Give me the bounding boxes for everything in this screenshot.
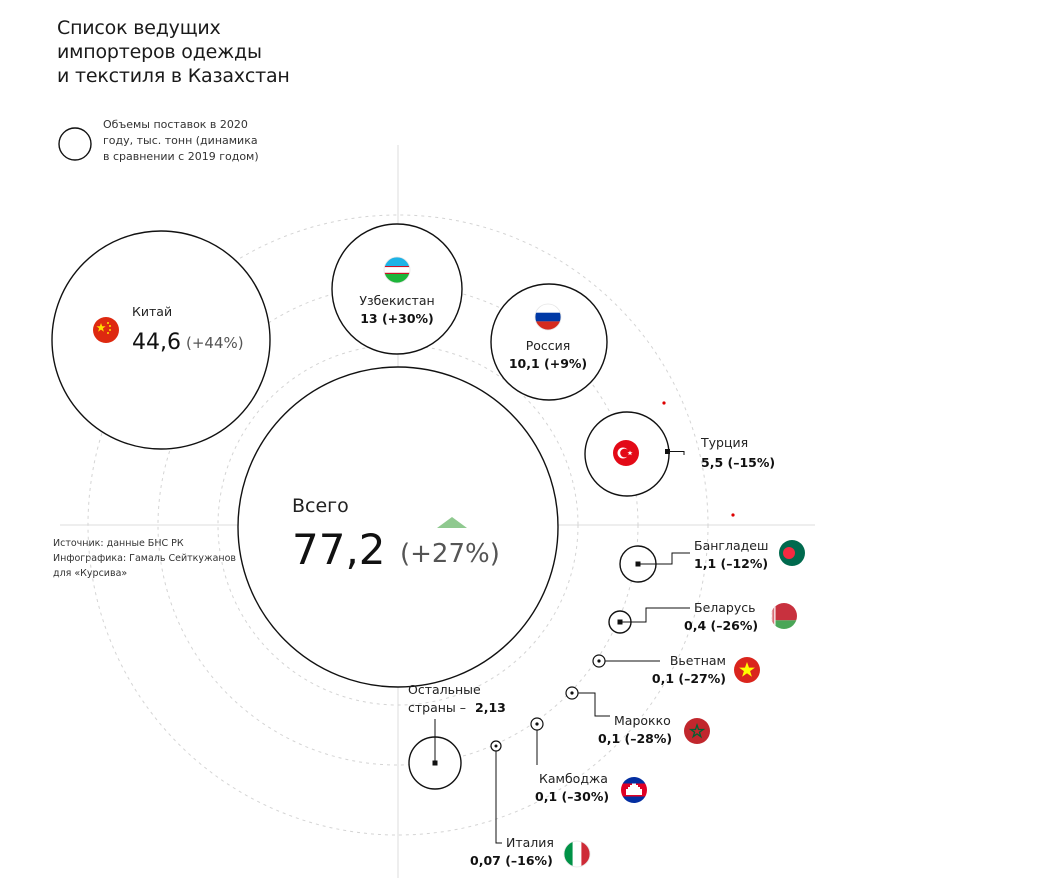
cambodia-name: Камбоджа bbox=[539, 771, 608, 786]
legend-text: Объемы поставок в 2020 году, тыс. тонн (… bbox=[103, 118, 259, 163]
turkey-flag-icon bbox=[613, 440, 639, 466]
total-value: 77,2 bbox=[292, 525, 386, 574]
uzbekistan-value: 13 (+30%) bbox=[360, 311, 434, 326]
morocco-bubble: Марокко 0,1 (–28%) bbox=[565, 686, 710, 746]
china-flag-icon bbox=[93, 317, 119, 343]
turkey-value: 5,5 (–15%) bbox=[701, 455, 775, 470]
cambodia-flag-icon bbox=[621, 777, 647, 803]
uzbekistan-flag-icon bbox=[383, 256, 411, 284]
vietnam-value: 0,1 (–27%) bbox=[652, 671, 726, 686]
italy-name: Италия bbox=[506, 835, 554, 850]
total-bubble: Всего 77,2 (+27%) bbox=[237, 366, 559, 688]
turkey-name: Турция bbox=[700, 435, 748, 450]
vietnam-bubble: Вьетнам 0,1 (–27%) bbox=[592, 653, 760, 686]
italy-value: 0,07 (–16%) bbox=[470, 853, 553, 868]
red-dot-marker bbox=[662, 401, 666, 405]
others-bubble: Остальные страны – 2,13 bbox=[408, 682, 506, 790]
morocco-flag-icon bbox=[684, 718, 710, 744]
bangladesh-name: Бангладеш bbox=[694, 538, 768, 553]
cambodia-value: 0,1 (–30%) bbox=[535, 789, 609, 804]
total-change: (+27%) bbox=[400, 539, 500, 569]
bangladesh-flag-icon bbox=[779, 540, 805, 566]
cambodia-bubble: Камбоджа 0,1 (–30%) bbox=[530, 717, 647, 804]
russia-bubble: Россия 10,1 (+9%) bbox=[490, 283, 608, 401]
page-title: Список ведущих импортеров одежды и текст… bbox=[57, 17, 290, 87]
belarus-flag-icon bbox=[771, 603, 797, 629]
belarus-name: Беларусь bbox=[694, 600, 756, 615]
china-name: Китай bbox=[132, 304, 172, 319]
turkey-bubble: Турция 5,5 (–15%) bbox=[584, 411, 775, 497]
china-change: (+44%) bbox=[186, 334, 244, 352]
bangladesh-value: 1,1 (–12%) bbox=[694, 556, 768, 571]
russia-name: Россия bbox=[526, 338, 571, 353]
others-label-line2: страны – bbox=[408, 700, 466, 715]
belarus-bubble: Беларусь 0,4 (–26%) bbox=[608, 600, 797, 634]
morocco-value: 0,1 (–28%) bbox=[598, 731, 672, 746]
total-label: Всего bbox=[292, 495, 349, 517]
bangladesh-bubble: Бангладеш 1,1 (–12%) bbox=[619, 538, 805, 583]
russia-value: 10,1 (+9%) bbox=[509, 356, 587, 371]
italy-bubble: Италия 0,07 (–16%) bbox=[470, 740, 591, 868]
vietnam-flag-icon bbox=[734, 657, 760, 683]
legend-circle bbox=[58, 127, 92, 161]
uzbekistan-bubble: Узбекистан 13 (+30%) bbox=[331, 223, 463, 355]
china-value: 44,6 bbox=[132, 330, 181, 355]
vietnam-name: Вьетнам bbox=[670, 653, 726, 668]
up-arrow-icon bbox=[437, 517, 467, 528]
red-dot-marker bbox=[731, 513, 735, 517]
uzbekistan-name: Узбекистан bbox=[359, 293, 434, 308]
italy-flag-icon bbox=[563, 840, 591, 868]
belarus-value: 0,4 (–26%) bbox=[684, 618, 758, 633]
others-label-line1: Остальные bbox=[408, 682, 481, 697]
others-value: 2,13 bbox=[475, 700, 506, 715]
russia-flag-icon bbox=[534, 303, 562, 331]
china-bubble: Китай 44,6 (+44%) bbox=[51, 230, 271, 450]
morocco-name: Марокко bbox=[614, 713, 671, 728]
